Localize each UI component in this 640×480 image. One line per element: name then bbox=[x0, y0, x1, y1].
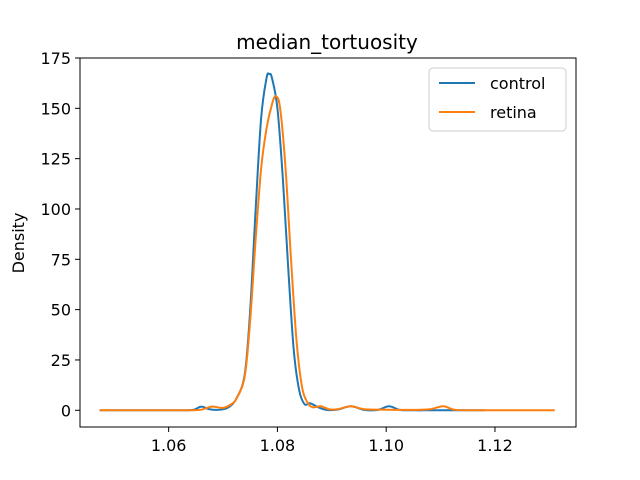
series-line-control bbox=[99, 72, 485, 412]
plot-area-frame bbox=[79, 57, 577, 428]
y-tick-label: 150 bbox=[40, 99, 71, 118]
series-line-retina bbox=[99, 95, 555, 412]
x-tick-label: 1.08 bbox=[260, 436, 296, 455]
x-tick-label: 1.10 bbox=[368, 436, 404, 455]
legend-label-control: control bbox=[490, 74, 545, 93]
y-tick-label: 100 bbox=[40, 200, 71, 219]
y-tick-label: 75 bbox=[51, 250, 71, 269]
legend: control retina bbox=[428, 67, 567, 132]
y-tick-label: 25 bbox=[51, 351, 71, 370]
series-lines bbox=[99, 72, 555, 412]
y-axis-label: Density bbox=[9, 213, 28, 274]
x-tick-label: 1.06 bbox=[151, 436, 187, 455]
axis-ticks: 1.06 1.08 1.10 1.12 0 25 50 75 100 125 150 175 bbox=[40, 49, 512, 455]
y-tick-label: 50 bbox=[51, 301, 71, 320]
y-tick-label: 0 bbox=[61, 401, 71, 420]
legend-label-retina: retina bbox=[490, 103, 537, 122]
x-tick-label: 1.12 bbox=[477, 436, 513, 455]
chart-title: median_tortuosity bbox=[236, 30, 418, 54]
y-tick-label: 175 bbox=[40, 49, 71, 68]
y-tick-label: 125 bbox=[40, 150, 71, 169]
